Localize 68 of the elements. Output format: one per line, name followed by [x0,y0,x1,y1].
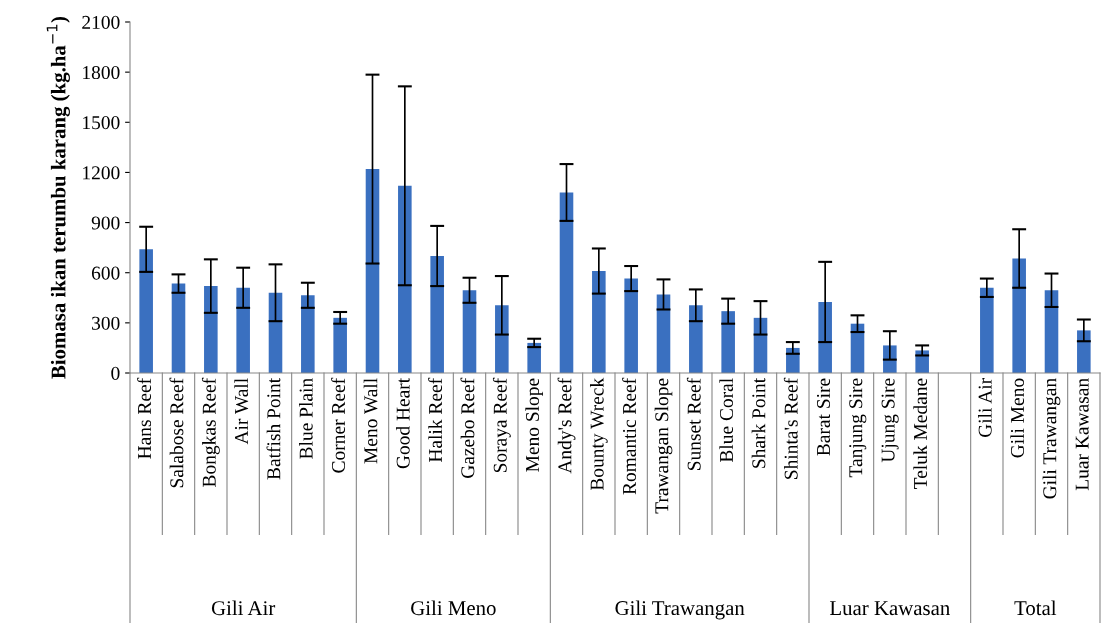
x-tick-label: Gazebo Reef [460,377,475,479]
x-tick-label: Shinta's Reef [783,377,798,479]
x-tick-label: Meno Slope [525,378,543,472]
x-tick-label: Halik Reef [428,377,443,463]
bar [171,283,186,373]
bar [721,311,735,373]
x-tick-label: Blue Plain [299,378,313,459]
bar [398,185,412,373]
x-tick-label: Hans Reef [137,377,152,459]
bar [139,249,153,373]
text: Luar Kawasan [829,601,950,616]
bar [980,287,994,373]
x-tick-label: Shark Point [751,377,766,468]
bar [1077,330,1091,373]
x-tick-label: Blue Coral [719,378,734,463]
bar [753,317,768,373]
bar [656,294,671,373]
text: Total [1014,600,1057,616]
x-tick-label: Bongkas Reef [201,377,220,487]
y-tick-label: 600 [91,266,120,280]
x-tick-label: Teluk Medane [913,378,928,489]
text: Gili Meno [411,600,496,616]
bar [689,305,703,373]
bar [236,287,250,373]
bar [1012,258,1026,373]
x-tick-label: Meno Wall [363,378,378,464]
x-tick-label: Sunset Reef [686,377,701,470]
y-tick-label: 2100 [82,15,120,29]
x-tick-label: Romantic Reef [622,377,637,495]
bar [1044,290,1059,373]
x-tick-label: Luar Kawasan [1075,378,1089,491]
x-tick-label: Corner Reef [331,377,346,473]
bar [527,342,541,373]
y-axis-title: Biomasa ikan terumbu karang (kg.ha$^{−1}$) [46,16,70,379]
bar [365,169,380,373]
x-tick-label: Good Heart [396,377,410,469]
text: Gili Trawangan [615,600,745,620]
y-tick-label: 900 [91,216,120,230]
y-tick-label: 1200 [83,166,120,180]
x-tick-label: Andy's Reef [557,377,576,474]
x-tick-label: Tanjung Sire [849,378,867,478]
bar [301,295,315,373]
x-tick-label: Gili Air [978,378,992,438]
x-tick-label: Barat Sire [816,378,831,456]
bar [268,292,283,373]
bar [592,271,606,373]
bar [624,278,638,373]
x-tick-label: Soraya Reef [492,377,511,473]
x-tick-label: Bounty Wreck [589,377,608,491]
y-tick-label: 300 [92,316,120,330]
bar [462,290,477,373]
x-tick-label: Salabose Reef [169,377,184,488]
x-tick-label: Air Wall [234,378,249,445]
y-tick-label: 0 [111,366,120,380]
bar [495,305,509,373]
x-tick-label: Gili Trawangan [1042,378,1061,499]
x-tick-label: Batfish Point [266,377,281,480]
bar [559,192,574,373]
x-tick-label: Ujung Sire [881,378,899,463]
y-tick-label: 1500 [83,116,120,130]
bar [333,317,347,373]
x-tick-label: Gili Meno [1010,378,1025,458]
x-tick-label: Trawangan Slope [654,378,673,514]
text: Gili Air [211,600,276,616]
y-tick-label: 1800 [83,65,120,80]
bar [204,286,218,373]
bar [850,323,865,373]
bar [430,256,444,373]
